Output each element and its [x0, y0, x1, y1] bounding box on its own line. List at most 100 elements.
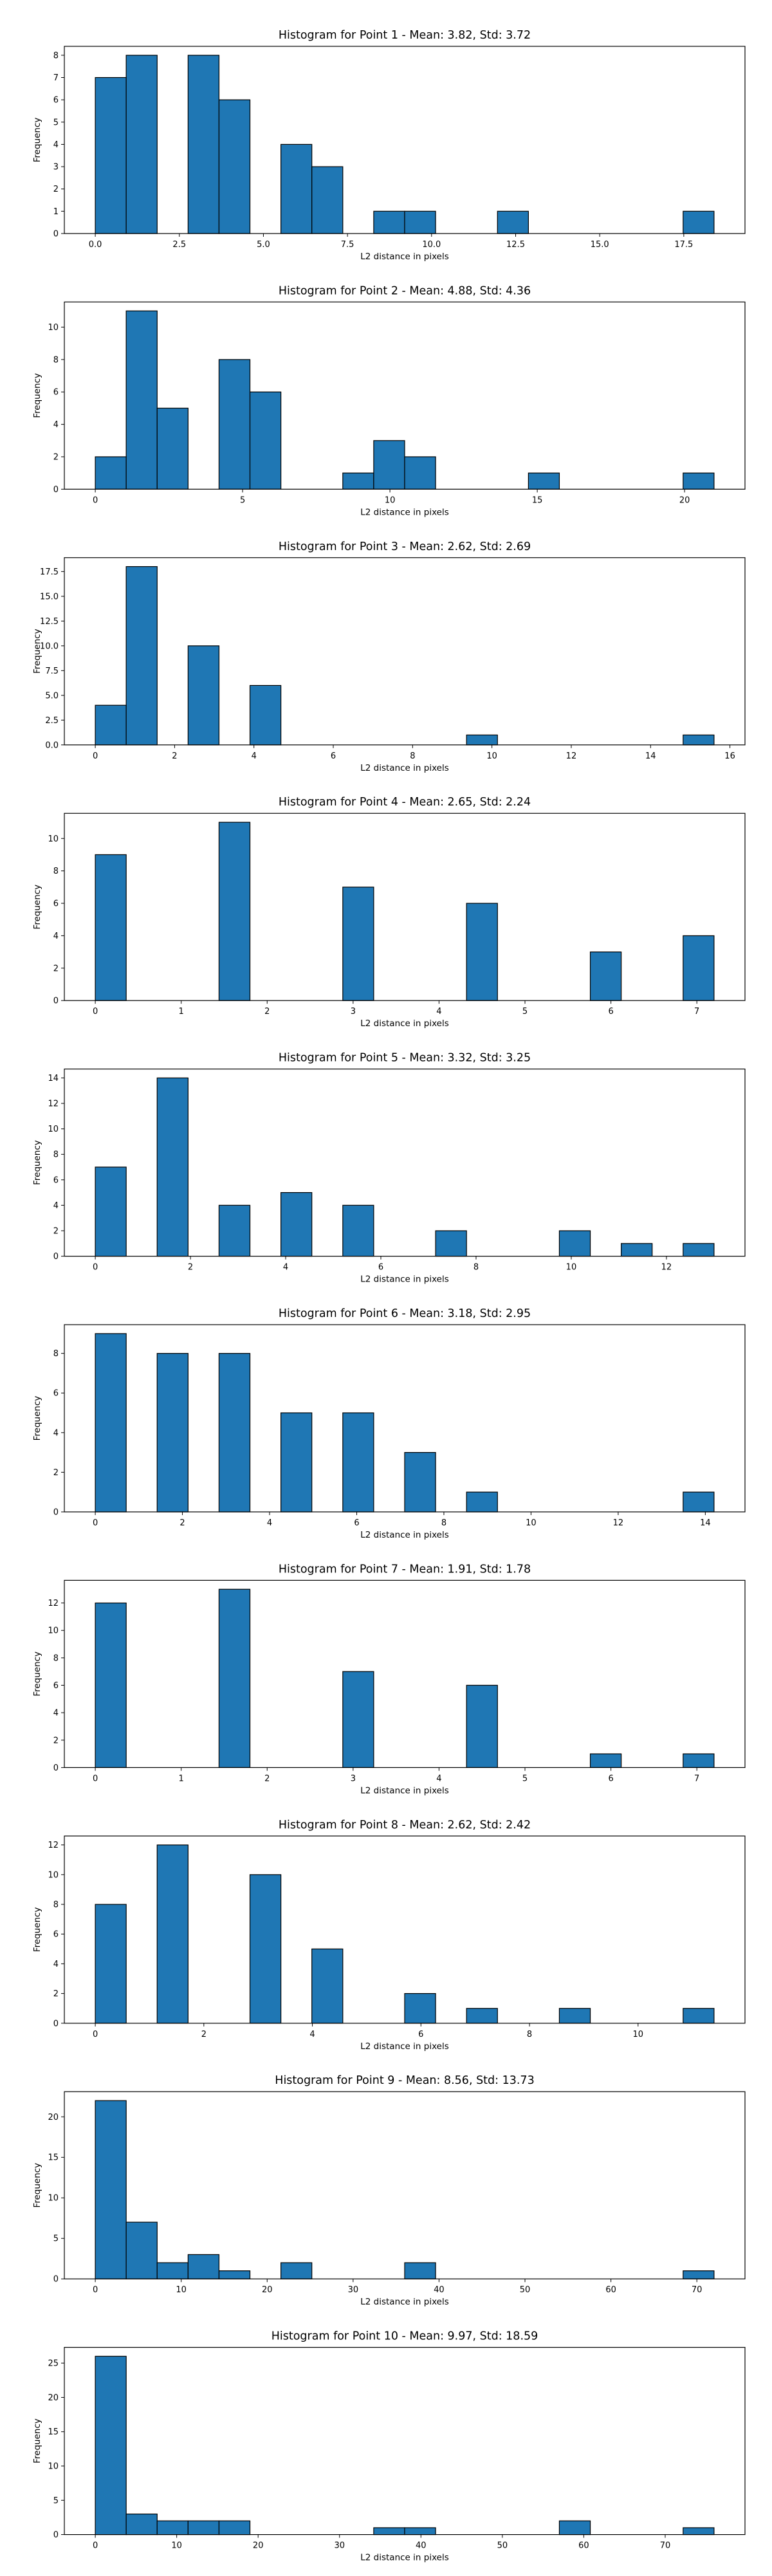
y-tick-label: 15.0 — [40, 592, 59, 602]
y-axis-label: Frequency — [32, 1396, 42, 1441]
x-tick-label: 0 — [93, 1007, 98, 1017]
plot-frame — [64, 1579, 746, 1768]
histogram-bar — [466, 903, 498, 1001]
y-tick-label: 20 — [48, 2393, 59, 2403]
x-tick-label: 20 — [679, 495, 690, 505]
bar-group — [95, 1077, 715, 1257]
plot-frame — [64, 1068, 746, 1257]
y-tick-label: 8 — [53, 867, 59, 876]
y-tick-label: 10 — [48, 1870, 59, 1880]
x-axis-label: L2 distance in pixels — [360, 2041, 448, 2052]
y-tick-label: 0 — [53, 1763, 59, 1773]
y-tick-label: 10 — [48, 2462, 59, 2472]
x-tick-label: 3 — [351, 1774, 356, 1783]
histogram-bar — [373, 210, 405, 234]
x-axis-label: L2 distance in pixels — [360, 1274, 448, 1285]
x-tick-label: 8 — [527, 2030, 532, 2039]
y-tick-label: 4 — [53, 140, 59, 150]
x-tick-label: 5 — [522, 1774, 528, 1783]
histogram-panel-1: Histogram for Point 1 - Mean: 3.82, Std:… — [32, 29, 746, 262]
y-tick-label: 5 — [53, 2496, 59, 2506]
y-tick-label: 0 — [53, 230, 59, 239]
x-tick-label: 0 — [93, 495, 98, 505]
histogram-bar — [218, 99, 251, 234]
y-axis-label: Frequency — [32, 373, 42, 418]
x-tick-label: 14 — [645, 751, 656, 761]
y-tick-label: 4 — [53, 1709, 59, 1718]
plot-frame — [64, 2347, 746, 2535]
x-tick-label: 5.0 — [257, 240, 270, 250]
x-tick-label: 4 — [267, 1518, 272, 1528]
x-tick-label: 6 — [331, 751, 336, 761]
histogram-bar — [342, 472, 374, 490]
x-tick-label: 1 — [179, 1007, 184, 1017]
y-tick-label: 2 — [53, 1468, 59, 1478]
plot-frame — [64, 2091, 746, 2279]
histogram-bar — [621, 1243, 653, 1257]
histogram-bar — [249, 391, 282, 490]
y-tick-label: 14 — [48, 1074, 59, 1083]
histogram-bar — [683, 472, 715, 490]
histogram-bar — [95, 2100, 127, 2279]
y-tick-label: 7 — [53, 73, 59, 83]
x-tick-label: 5 — [240, 495, 245, 505]
x-tick-label: 50 — [520, 2285, 531, 2295]
x-tick-label: 7.5 — [341, 240, 354, 250]
y-tick-label: 10 — [48, 1125, 59, 1134]
x-tick-label: 0 — [93, 1518, 98, 1528]
histogram-bar — [218, 822, 251, 1001]
histogram-bar — [125, 55, 158, 234]
x-tick-label: 4 — [309, 2030, 315, 2039]
y-tick-label: 6 — [53, 1389, 59, 1399]
y-tick-label: 0 — [53, 997, 59, 1006]
plot-frame — [64, 813, 746, 1001]
y-tick-label: 5.0 — [45, 691, 59, 701]
histogram-bar — [156, 1845, 188, 2024]
histogram-bar — [342, 887, 374, 1001]
histogram-bar — [404, 2527, 436, 2535]
x-tick-label: 6 — [378, 1263, 383, 1273]
bar-group — [95, 566, 715, 746]
y-axis-label: Frequency — [32, 1907, 42, 1952]
histogram-panel-2: Histogram for Point 2 - Mean: 4.88, Std:… — [32, 284, 746, 517]
y-tick-label: 2 — [53, 1736, 59, 1745]
x-tick-label: 0.0 — [89, 240, 102, 250]
histogram-bar — [683, 734, 715, 746]
histogram-bar — [342, 1204, 374, 1257]
x-tick-label: 0 — [93, 1774, 98, 1783]
x-axis-label: L2 distance in pixels — [360, 252, 448, 262]
histogram-bar — [218, 359, 251, 490]
x-tick-label: 10 — [176, 2285, 187, 2295]
y-tick-label: 8 — [53, 1900, 59, 1910]
histogram-bar — [373, 440, 405, 490]
x-tick-label: 7 — [694, 1774, 699, 1783]
histogram-bar — [95, 456, 127, 490]
x-tick-label: 12 — [661, 1263, 672, 1273]
histogram-bar — [95, 854, 127, 1001]
x-tick-label: 4 — [283, 1263, 288, 1273]
y-tick-label: 0 — [53, 2275, 59, 2285]
x-tick-label: 10 — [171, 2541, 182, 2551]
x-tick-label: 15.0 — [591, 240, 609, 250]
x-axis-label: L2 distance in pixels — [360, 1530, 448, 1540]
chart-title: Histogram for Point 9 - Mean: 8.56, Std:… — [275, 2074, 534, 2087]
x-tick-label: 14 — [700, 1518, 711, 1528]
y-axis-label: Frequency — [32, 118, 42, 163]
histogram-bar — [95, 1333, 127, 1513]
x-tick-label: 2 — [172, 751, 177, 761]
histogram-bar — [156, 2262, 188, 2279]
bar-group — [95, 2355, 715, 2535]
x-axis-label: L2 distance in pixels — [360, 507, 448, 517]
chart-title: Histogram for Point 2 - Mean: 4.88, Std:… — [279, 284, 531, 297]
histogram-bar — [404, 1993, 436, 2024]
histogram-bar — [249, 685, 282, 746]
x-tick-label: 0 — [93, 2285, 98, 2295]
histogram-bar — [218, 1588, 251, 1768]
histogram-panel-7: Histogram for Point 7 - Mean: 1.91, Std:… — [32, 1563, 746, 1796]
x-tick-label: 12 — [613, 1518, 624, 1528]
y-tick-label: 8 — [53, 355, 59, 365]
x-tick-label: 70 — [692, 2285, 703, 2295]
y-tick-label: 8 — [53, 1653, 59, 1663]
histogram-bar — [558, 2520, 591, 2535]
y-tick-label: 25 — [48, 2359, 59, 2369]
